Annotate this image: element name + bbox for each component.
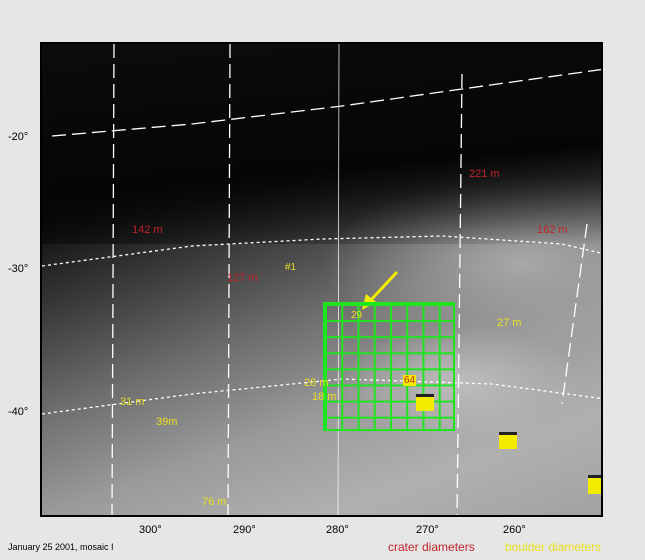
- longitude-line-300: [111, 44, 115, 515]
- lat-tick-label: -30°: [8, 263, 29, 275]
- legend-boulder: boulder diameters: [505, 540, 602, 554]
- boulder-label: 18 m: [312, 391, 337, 403]
- latitude-line-30: [42, 235, 601, 267]
- grid-first-cell: #1: [285, 262, 297, 273]
- latitude-line-20: [51, 68, 601, 137]
- mosaic-image: #1 64 29 221 m 142 m 162 m 127 m 27 m 28…: [40, 42, 603, 517]
- grid-marked-cell: 29: [351, 310, 363, 321]
- lon-tick-label: 300°: [139, 524, 162, 536]
- lon-tick-label: 290°: [233, 524, 256, 536]
- boulder-label: 31 m: [120, 396, 145, 408]
- dark-shadow-region: [42, 44, 601, 244]
- sample-grid: [323, 302, 455, 431]
- lon-tick-label: 270°: [416, 524, 439, 536]
- longitude-line-260: [561, 223, 588, 405]
- boulder-label: 39m: [156, 416, 178, 428]
- crater-label: 221 m: [469, 168, 500, 180]
- boulder-scale-square: [588, 475, 601, 494]
- legend-crater: crater diameters: [388, 540, 475, 554]
- longitude-line-280: [337, 44, 340, 515]
- boulder-scale-square: [499, 432, 517, 449]
- boulder-scale-square: [416, 394, 434, 411]
- lat-tick-label: -40°: [8, 406, 29, 418]
- grid-last-cell: 64: [403, 375, 417, 386]
- crater-label: 127 m: [227, 272, 258, 284]
- lat-tick-label: -20°: [8, 131, 29, 143]
- boulder-label: 28 m: [304, 377, 329, 389]
- crater-label: 162 m: [537, 224, 568, 236]
- boulder-label: 27 m: [497, 317, 522, 329]
- crater-label: 142 m: [132, 224, 163, 236]
- coordinate-grid-lines: [42, 44, 601, 515]
- lon-tick-label: 280°: [326, 524, 349, 536]
- longitude-line-270: [456, 73, 463, 515]
- boulder-label: 76 m: [202, 496, 227, 508]
- arrow-line: [367, 270, 399, 304]
- caption: January 25 2001, mosaic I: [8, 542, 114, 552]
- lon-tick-label: 260°: [503, 524, 526, 536]
